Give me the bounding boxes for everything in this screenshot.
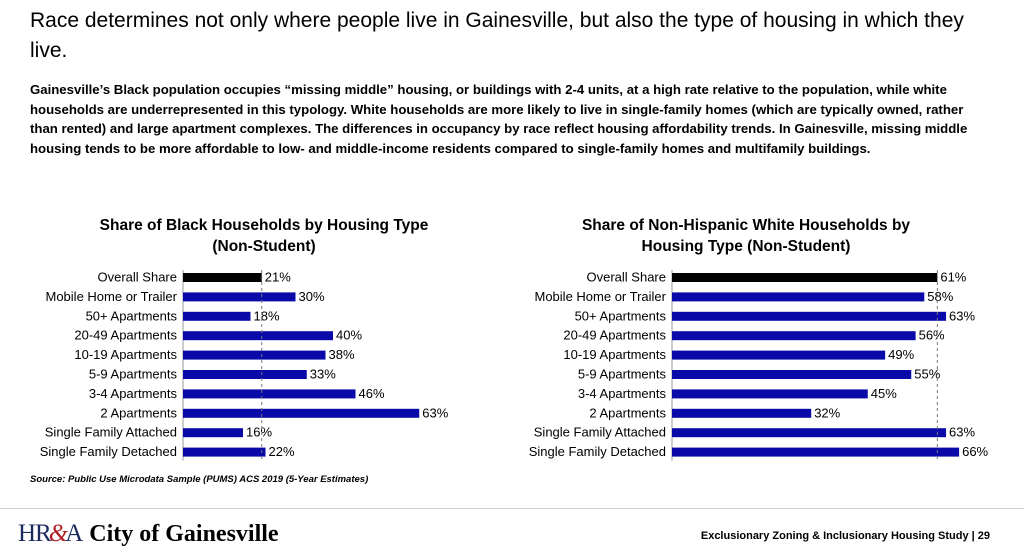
value-label: 33% xyxy=(310,367,336,382)
white-households-chart-svg: Share of Non-Hispanic White Households b… xyxy=(529,217,989,461)
value-label: 63% xyxy=(949,308,975,323)
housing-type-bar xyxy=(672,311,947,321)
white-households-chart: Share of Non-Hispanic White Households b… xyxy=(500,210,1000,472)
value-label: 30% xyxy=(299,289,325,304)
category-label: 3-4 Apartments xyxy=(578,386,667,401)
hra-city-logo: HR&A City of Gainesville xyxy=(18,518,279,548)
category-label: Single Family Detached xyxy=(529,444,666,459)
category-label: Single Family Attached xyxy=(45,425,177,440)
category-label: 3-4 Apartments xyxy=(89,386,178,401)
value-label: 66% xyxy=(962,444,988,459)
value-label: 18% xyxy=(254,308,280,323)
city-of-gainesville-wordmark: City of Gainesville xyxy=(89,521,279,547)
value-label: 63% xyxy=(422,405,448,420)
category-label: 5-9 Apartments xyxy=(578,367,667,382)
value-label: 21% xyxy=(265,270,291,285)
value-label: 40% xyxy=(336,328,362,343)
overall-share-bar xyxy=(672,273,938,282)
housing-type-bar xyxy=(183,311,251,321)
housing-type-bar xyxy=(672,428,947,438)
footer-divider xyxy=(0,508,1024,509)
value-label: 49% xyxy=(888,347,914,362)
housing-type-bar xyxy=(672,408,812,418)
value-label: 61% xyxy=(940,270,966,285)
category-label: Mobile Home or Trailer xyxy=(46,289,178,304)
housing-type-bar xyxy=(672,447,960,457)
category-label: Single Family Attached xyxy=(534,425,666,440)
housing-type-bar xyxy=(183,389,356,399)
housing-type-bar xyxy=(183,408,420,418)
category-label: 2 Apartments xyxy=(100,405,177,420)
housing-type-bar xyxy=(183,331,333,341)
housing-type-bar xyxy=(672,350,886,360)
housing-type-bar xyxy=(672,389,868,399)
housing-type-bar xyxy=(183,350,326,360)
chart-title-line: Share of Non-Hispanic White Households b… xyxy=(582,217,910,234)
category-label: 50+ Apartments xyxy=(86,308,178,323)
footer-study-page: Exclusionary Zoning & Inclusionary Housi… xyxy=(700,530,990,542)
black-households-chart-svg: Share of Black Households by Housing Typ… xyxy=(40,217,449,461)
value-label: 32% xyxy=(814,405,840,420)
housing-type-bar xyxy=(672,331,916,341)
category-label: 20-49 Apartments xyxy=(74,328,177,343)
value-label: 58% xyxy=(927,289,953,304)
category-label: 20-49 Apartments xyxy=(563,328,666,343)
page-title: Race determines not only where people li… xyxy=(30,9,964,62)
value-label: 16% xyxy=(246,425,272,440)
category-label: 50+ Apartments xyxy=(575,308,667,323)
chart-title-line: (Non-Student) xyxy=(212,238,315,255)
black-households-chart: Share of Black Households by Housing Typ… xyxy=(0,210,500,472)
value-label: 55% xyxy=(914,367,940,382)
category-label: 10-19 Apartments xyxy=(563,347,666,362)
chart-title-line: Share of Black Households by Housing Typ… xyxy=(100,217,429,234)
intro-paragraph: Gainesville’s Black population occupies … xyxy=(30,82,968,156)
value-label: 22% xyxy=(269,444,295,459)
housing-type-bar xyxy=(672,370,912,379)
category-label: Mobile Home or Trailer xyxy=(535,289,667,304)
value-label: 38% xyxy=(329,347,355,362)
housing-type-bar xyxy=(183,370,307,379)
housing-type-bar xyxy=(183,292,296,302)
category-label: Single Family Detached xyxy=(40,444,177,459)
overall-share-bar xyxy=(183,273,262,282)
housing-type-bar xyxy=(183,428,243,438)
category-label: 10-19 Apartments xyxy=(74,347,177,362)
housing-type-bar xyxy=(672,292,925,302)
source-note: Source: Public Use Microdata Sample (PUM… xyxy=(30,474,369,485)
chart-title-line: Housing Type (Non-Student) xyxy=(642,238,851,255)
value-label: 63% xyxy=(949,425,975,440)
hra-logo-mark: HR&A xyxy=(18,520,83,547)
value-label: 45% xyxy=(871,386,897,401)
housing-type-bar xyxy=(183,447,266,457)
value-label: 46% xyxy=(359,386,385,401)
value-label: 56% xyxy=(919,328,945,343)
category-label: Overall Share xyxy=(587,270,666,285)
category-label: 2 Apartments xyxy=(589,405,666,420)
category-label: 5-9 Apartments xyxy=(89,367,178,382)
category-label: Overall Share xyxy=(98,270,177,285)
